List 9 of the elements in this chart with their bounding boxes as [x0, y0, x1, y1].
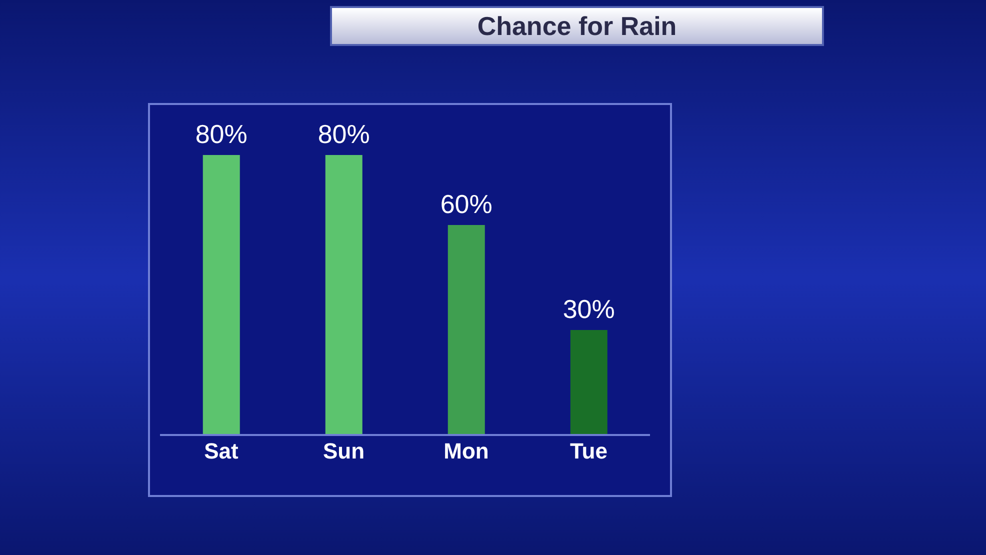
x-tick-label: Mon — [444, 438, 489, 464]
data-label: 80% — [318, 119, 370, 149]
data-label: 30% — [562, 294, 615, 324]
data-label: 60% — [440, 189, 492, 219]
x-tick-label: Tue — [570, 438, 608, 464]
data-label: 80% — [195, 119, 248, 149]
x-tick-label: Sun — [322, 438, 365, 464]
chart-title: Chance for Rain — [477, 10, 677, 42]
x-tick-label: Sat — [204, 438, 240, 464]
